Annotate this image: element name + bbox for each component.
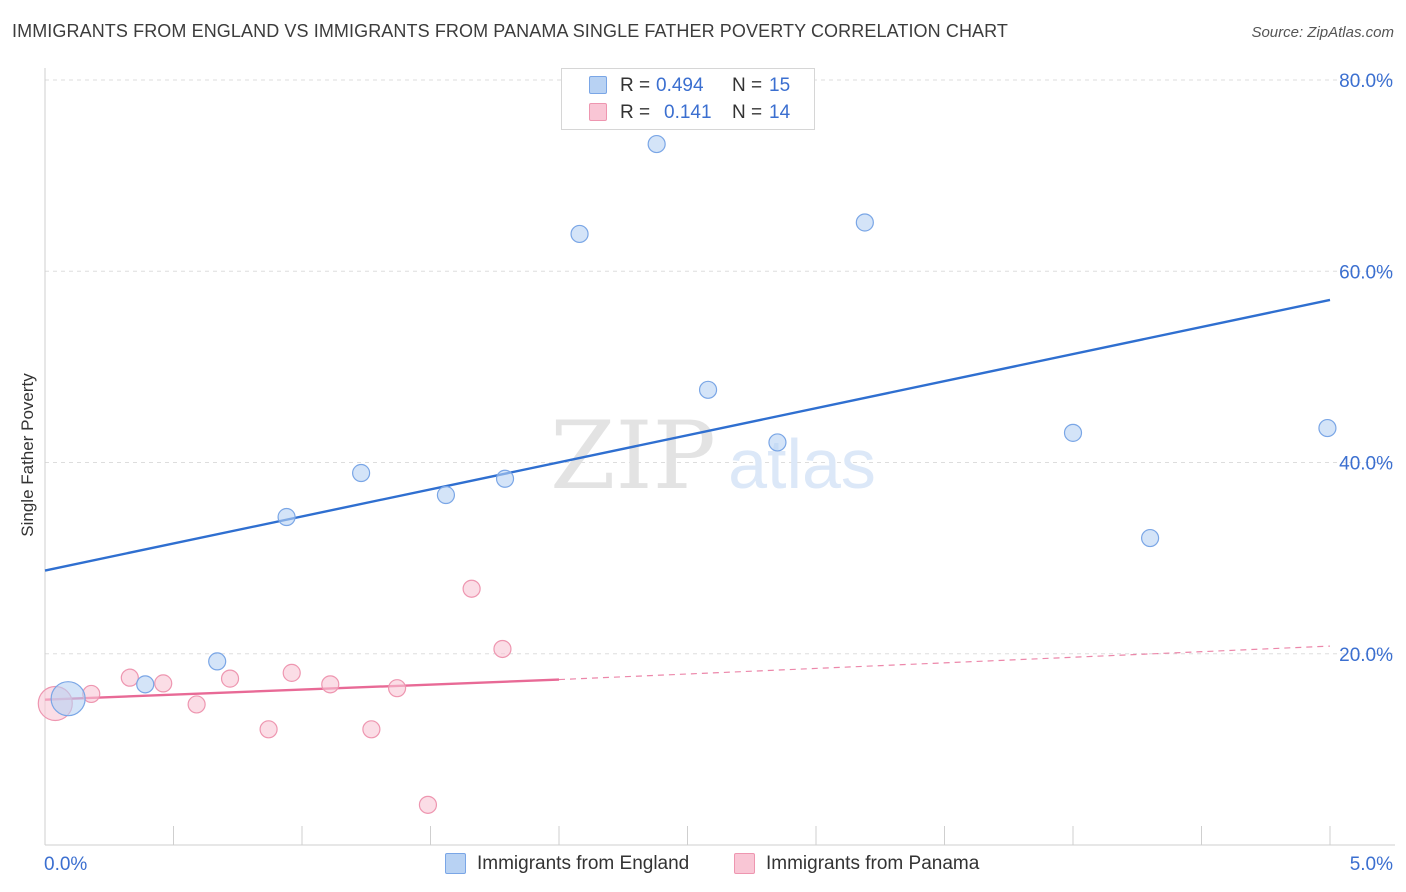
legend-r-label: R = <box>620 102 651 123</box>
england-legend-swatch <box>445 853 466 874</box>
england-data-point <box>570 224 589 244</box>
panama-data-point <box>418 795 438 814</box>
england-data-point <box>855 213 874 232</box>
england-data-point <box>436 485 456 505</box>
england-swatch <box>589 76 607 94</box>
y-tick-label: 60.0% <box>1339 262 1393 283</box>
england-data-point <box>1140 528 1160 548</box>
panama-trend-line <box>44 678 560 701</box>
england-data-point <box>50 681 86 717</box>
panama-legend-label: Immigrants from Panama <box>766 853 980 874</box>
legend-england-n: 15 <box>769 75 791 96</box>
panama-data-point <box>187 695 206 714</box>
trend-lines <box>44 298 1331 701</box>
england-data-point <box>1318 418 1337 438</box>
legend-panama-r: 0.141 <box>664 102 712 123</box>
panama-data-point <box>321 675 340 694</box>
england-data-point <box>352 463 371 483</box>
y-tick-label: 20.0% <box>1339 645 1393 666</box>
england-data-point <box>136 675 155 694</box>
panama-data-point <box>462 579 481 598</box>
panama-data-point <box>493 639 512 659</box>
legend-n-label: N = <box>732 75 763 96</box>
legend-panama-n: 14 <box>769 102 791 123</box>
legend-n-label: N = <box>732 102 763 123</box>
y-tick-label: 80.0% <box>1339 71 1393 92</box>
england-data-point <box>647 134 666 154</box>
axes <box>44 68 1395 846</box>
legend-england-r: 0.494 <box>656 75 704 96</box>
tick-labels: 20.0% 40.0% 60.0% 80.0% 0.0% 5.0% <box>44 71 1393 875</box>
panama-data-point <box>362 720 381 739</box>
source-credit: Source: ZipAtlas.com <box>1251 24 1394 41</box>
x-tick-label: 5.0% <box>1350 854 1393 875</box>
stats-legend: R = 0.494 N = 15 R = 0.141 N = 14 <box>561 68 815 130</box>
panama-data-point <box>220 669 240 688</box>
england-data-point <box>698 380 718 399</box>
grid-lines <box>45 79 1395 655</box>
england-trend-line <box>44 298 1331 572</box>
legend-r-label: R = <box>620 75 651 96</box>
y-tick-label: 40.0% <box>1339 454 1393 475</box>
england-data-point <box>495 469 515 488</box>
panama-data-point <box>387 679 407 698</box>
panama-data-point <box>259 720 278 739</box>
england-legend-label: Immigrants from England <box>477 853 690 874</box>
england-data-point <box>768 433 787 452</box>
england-data-point <box>208 652 227 671</box>
chart-title: IMMIGRANTS FROM ENGLAND VS IMMIGRANTS FR… <box>12 21 1009 41</box>
panama-trend-extension <box>558 645 1331 681</box>
panama-swatch <box>589 103 607 121</box>
data-points <box>37 134 1337 814</box>
england-data-point <box>277 507 296 527</box>
panama-legend-swatch <box>734 853 755 874</box>
series-legend: Immigrants from England Immigrants from … <box>0 852 1406 878</box>
england-data-point <box>1063 423 1083 442</box>
x-tick-label: 0.0% <box>44 854 87 875</box>
watermark-atlas: atlas <box>728 425 876 503</box>
legend-row-england: R = 0.494 N = 15 <box>562 73 814 99</box>
legend-row-panama: R = 0.141 N = 14 <box>562 100 814 126</box>
panama-data-point <box>120 668 139 687</box>
panama-data-point <box>282 663 301 682</box>
watermark-zip: ZIP <box>550 402 716 511</box>
y-axis-label: Single Father Poverty <box>18 373 37 537</box>
panama-data-point <box>154 674 173 693</box>
